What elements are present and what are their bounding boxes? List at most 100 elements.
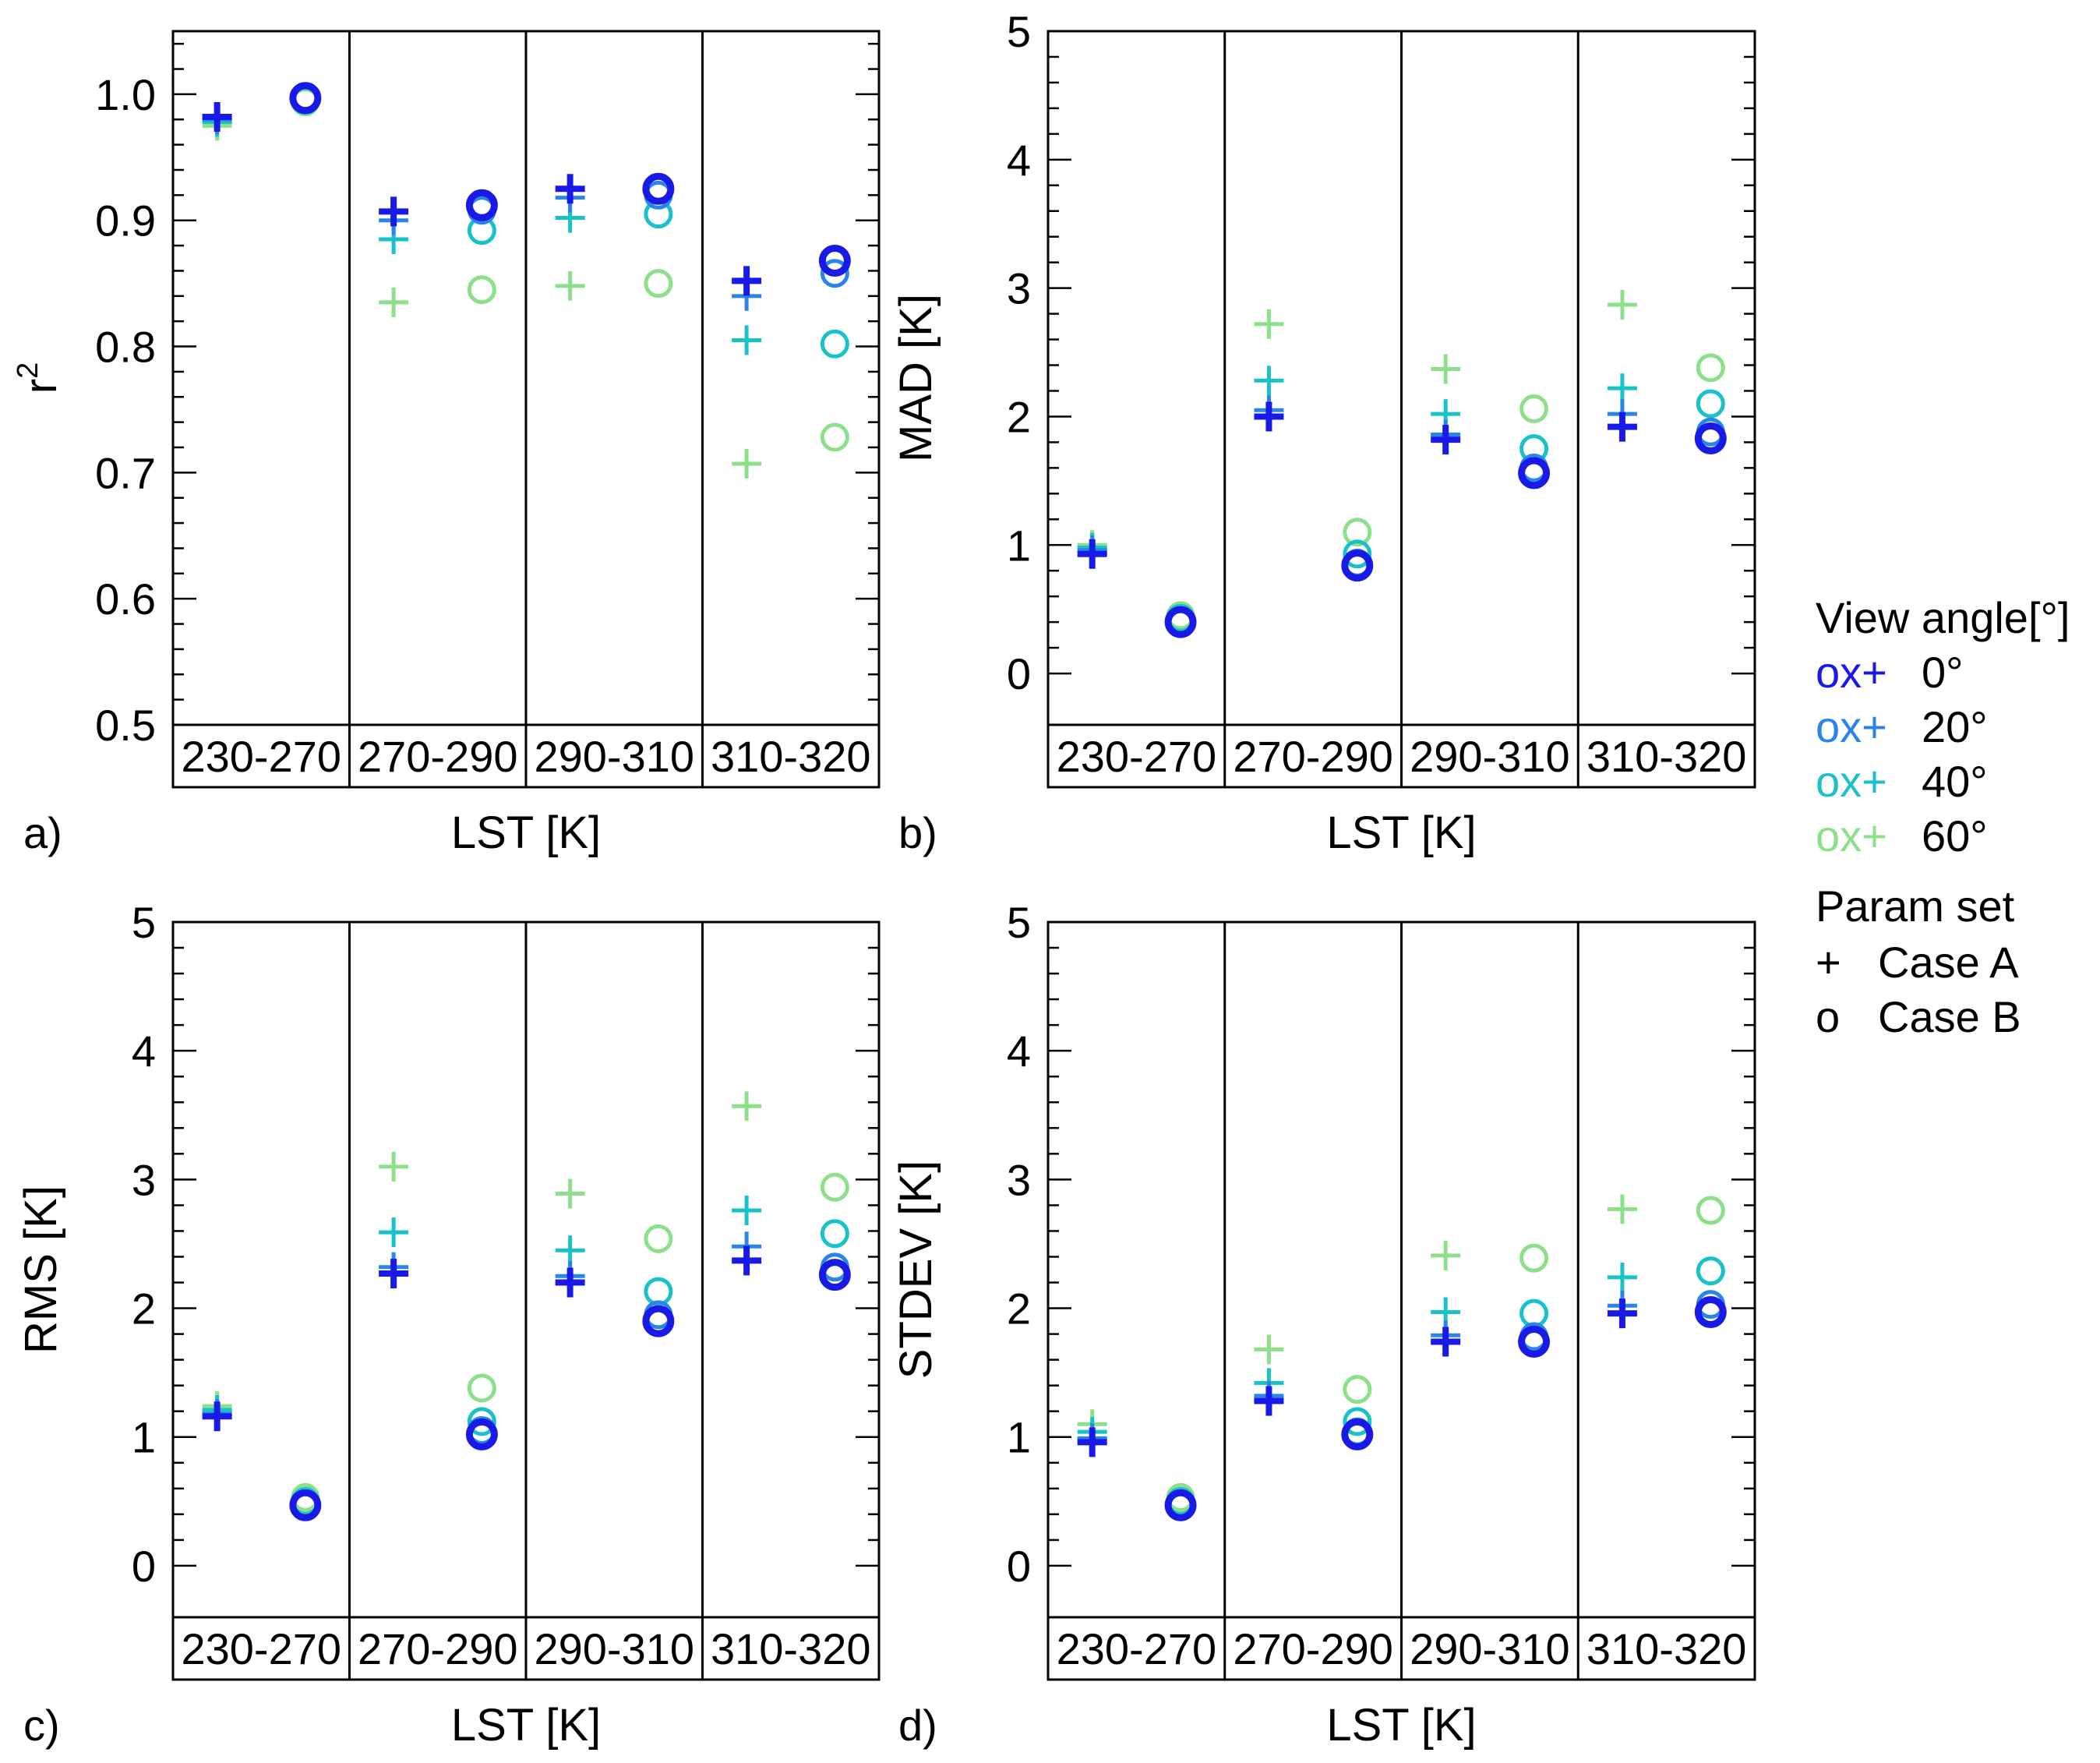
y-tick-label: 3: [132, 1155, 156, 1204]
point-case-a-0deg: [1254, 1386, 1284, 1416]
y-tick-label: 1: [1007, 1413, 1031, 1462]
x-category-label: 290-310: [534, 732, 694, 781]
legend-label-20: 20°: [1922, 702, 1988, 751]
y-tick-label: 5: [1007, 7, 1031, 56]
panel-label: c): [23, 1701, 60, 1750]
point-case-b-60deg: [1519, 1243, 1549, 1273]
y-tick-label: 0.8: [95, 323, 156, 372]
point-case-b-0deg: [642, 1305, 675, 1337]
legend-label-case-b: Case B: [1878, 992, 2021, 1041]
point-case-a-60deg: [1254, 1334, 1284, 1365]
point-case-a-60deg: [732, 449, 762, 479]
point-case-a-0deg: [1077, 1427, 1107, 1457]
x-axis-title: LST [K]: [1326, 807, 1476, 858]
point-case-b-0deg: [465, 189, 498, 221]
y-tick-label: 0: [132, 1542, 156, 1591]
legend-marker-20: ox+: [1816, 702, 1887, 751]
point-case-b-60deg: [467, 275, 496, 305]
y-tick-label: 1: [132, 1413, 156, 1462]
y-tick-label: 4: [132, 1026, 156, 1076]
point-case-a-40deg: [732, 325, 762, 355]
x-category-label: 290-310: [1410, 1624, 1570, 1673]
point-case-b-0deg: [1694, 1296, 1727, 1329]
legend-label-case-a: Case A: [1878, 938, 2019, 987]
point-case-a-60deg: [1431, 354, 1461, 384]
point-case-a-40deg: [379, 1217, 409, 1248]
point-case-b-60deg: [644, 1224, 673, 1253]
y-tick-label: 0.6: [95, 574, 156, 624]
point-case-b-40deg: [644, 1277, 673, 1306]
panel-d: 0 1 2 3 4 5 230-270 270-290 290-310 310-320 LST [K…: [891, 898, 1756, 1751]
point-case-a-60deg: [732, 1091, 762, 1122]
point-case-a-60deg: [1607, 1194, 1637, 1224]
point-case-b-0deg: [818, 1259, 851, 1291]
point-case-b-0deg: [1518, 1326, 1551, 1358]
point-case-a-40deg: [1254, 366, 1284, 396]
point-case-a-60deg: [1254, 309, 1284, 339]
point-case-a-0deg: [1077, 539, 1107, 569]
legend-symbol-case-a: +: [1816, 938, 1841, 987]
point-case-b-40deg: [820, 1219, 849, 1249]
point-case-a-0deg: [1607, 412, 1637, 442]
point-case-b-0deg: [818, 245, 851, 277]
y-axis-title: RMS [K]: [16, 1185, 66, 1354]
point-case-a-60deg: [1431, 1240, 1461, 1270]
point-case-a-0deg: [202, 1401, 232, 1432]
x-axis-title: LST [K]: [451, 807, 601, 858]
point-case-b-40deg: [1519, 1298, 1549, 1328]
legend-marker-0: ox+: [1816, 648, 1887, 697]
point-case-a-60deg: [379, 287, 409, 317]
legend-label-0: 0°: [1922, 648, 1964, 697]
x-category-label: 230-270: [1057, 732, 1217, 781]
legend-marker-60: ox+: [1816, 811, 1887, 860]
point-case-a-0deg: [379, 1258, 409, 1288]
y-tick-label: 2: [132, 1284, 156, 1334]
x-category-label: 270-290: [358, 1624, 518, 1673]
legend-symbol-case-b: o: [1816, 992, 1840, 1041]
point-case-a-0deg: [202, 102, 232, 132]
x-axis-title: LST [K]: [1326, 1700, 1476, 1751]
y-tick-label: 3: [1007, 264, 1031, 313]
legend-label-40: 40°: [1922, 757, 1988, 806]
point-case-a-60deg: [555, 270, 585, 301]
y-tick-label: 1: [1007, 521, 1031, 570]
point-case-b-0deg: [465, 1418, 498, 1450]
point-case-b-0deg: [289, 1489, 322, 1521]
y-tick-label: 2: [1007, 392, 1031, 441]
y-tick-label: 1.0: [95, 70, 156, 119]
y-axis-title: STDEV [K]: [891, 1161, 941, 1379]
y-tick-label: 2: [1007, 1284, 1031, 1334]
point-case-a-40deg: [1607, 373, 1637, 404]
point-case-b-0deg: [1164, 606, 1197, 638]
point-case-a-60deg: [1607, 290, 1637, 320]
point-case-b-40deg: [1696, 389, 1725, 419]
point-case-a-40deg: [555, 1235, 585, 1266]
point-case-a-60deg: [379, 1151, 409, 1182]
y-tick-label: 0.9: [95, 196, 156, 246]
x-category-label: 310-320: [711, 1624, 871, 1673]
x-category-label: 310-320: [1586, 732, 1747, 781]
y-tick-label: 0: [1007, 649, 1031, 698]
point-case-a-0deg: [1431, 425, 1461, 455]
legend: View angle[°] ox+ 0° ox+ 20° ox+ 40° ox+…: [1816, 593, 2070, 1041]
x-category-label: 290-310: [1410, 732, 1570, 781]
point-case-b-40deg: [1696, 1256, 1725, 1286]
point-case-a-0deg: [732, 1245, 762, 1276]
x-category-label: 230-270: [1057, 1624, 1217, 1673]
point-case-b-0deg: [1341, 1418, 1374, 1450]
panel-a: 0.5 0.6 0.7 0.8 0.9 1.0 230-270 270-290 290-310 3…: [12, 30, 881, 858]
point-case-a-0deg: [379, 196, 409, 227]
point-case-b-40deg: [1343, 1407, 1372, 1436]
point-case-b-0deg: [1694, 422, 1727, 454]
x-category-label: 270-290: [1233, 1624, 1393, 1673]
point-case-a-0deg: [1431, 1327, 1461, 1357]
point-case-b-60deg: [1343, 518, 1372, 547]
point-case-b-0deg: [289, 82, 322, 115]
point-case-b-60deg: [820, 1172, 849, 1202]
point-case-b-60deg: [820, 422, 849, 452]
point-case-b-60deg: [467, 1373, 496, 1403]
panel-b: 0 1 2 3 4 5 230-270 270-290 290-310 310-320 LST [K…: [891, 7, 1756, 858]
point-case-a-0deg: [555, 174, 585, 204]
x-category-label: 270-290: [358, 732, 518, 781]
legend-marker-40: ox+: [1816, 757, 1887, 806]
